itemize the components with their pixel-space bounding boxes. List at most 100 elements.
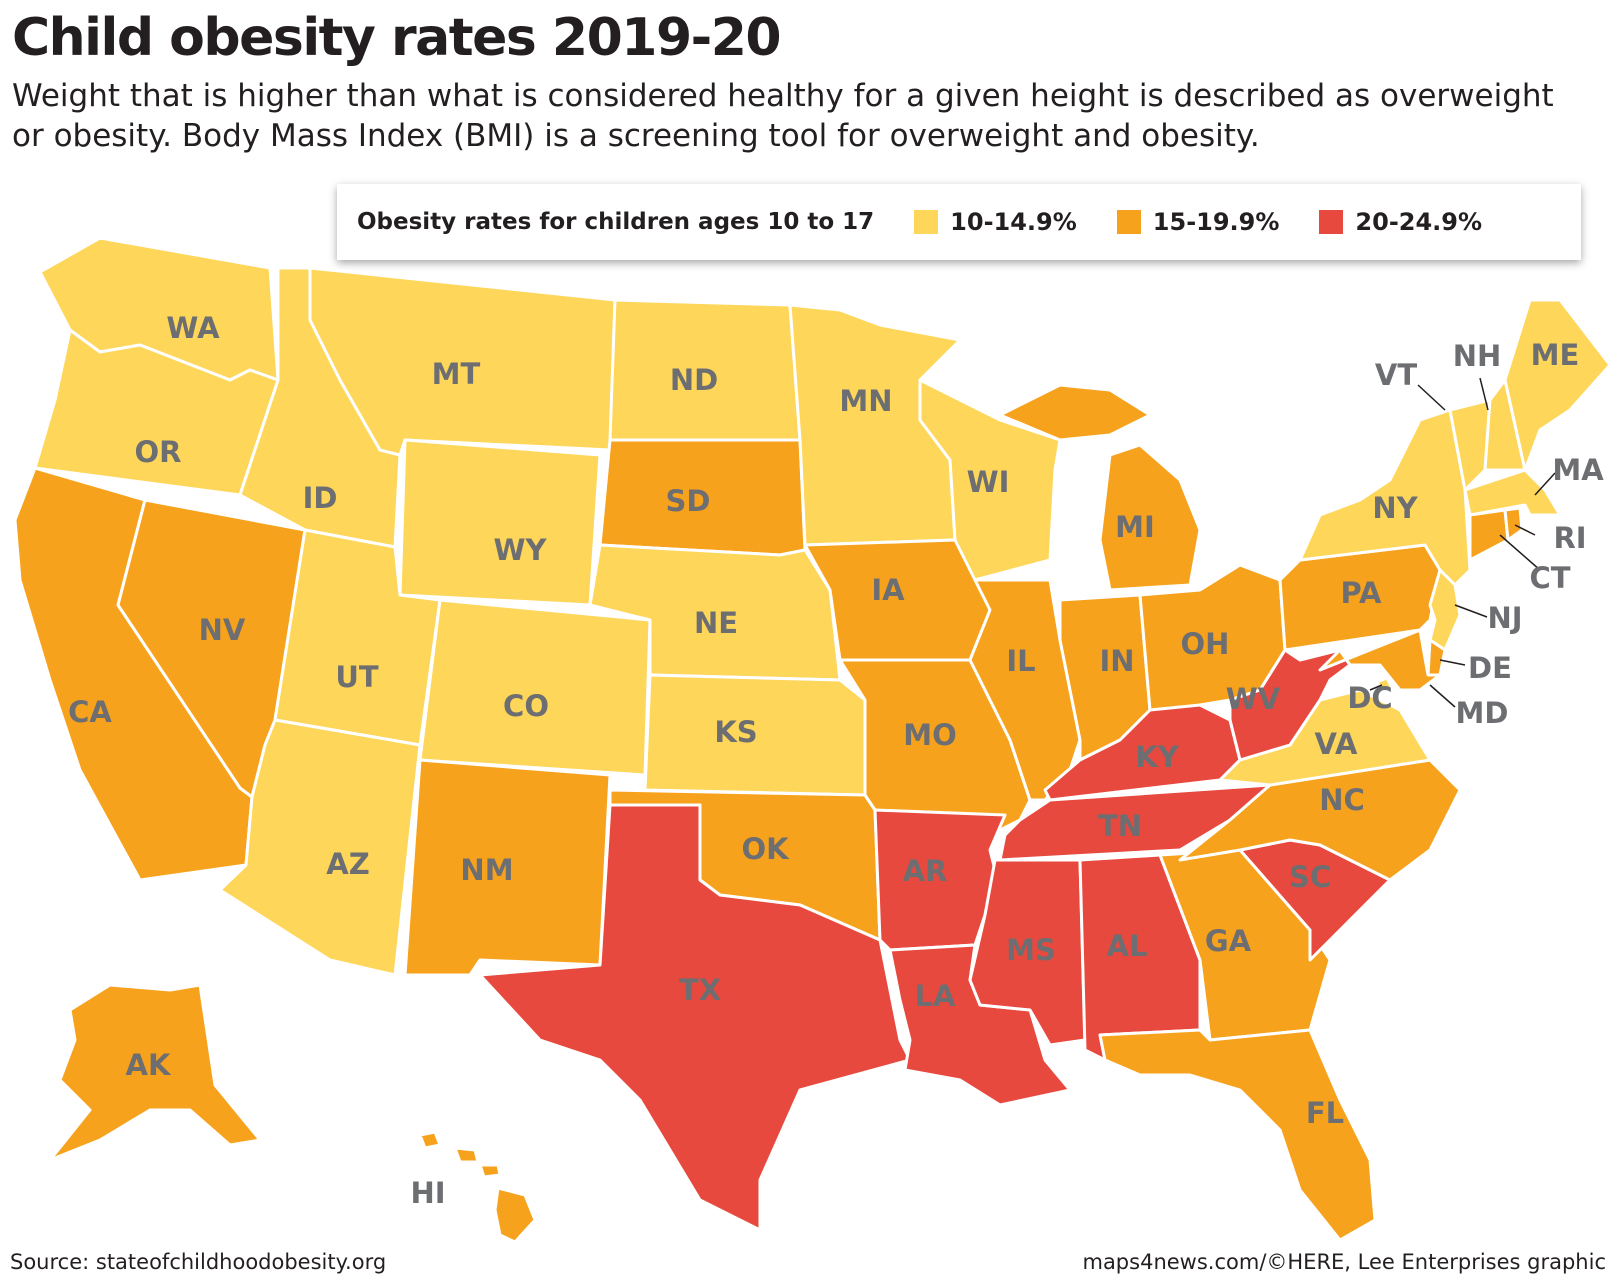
state-dc[interactable] — [1375, 676, 1394, 694]
label-ny: NY — [1372, 491, 1418, 525]
label-az: AZ — [326, 847, 369, 881]
leader-ct — [1499, 534, 1541, 571]
leader-ma — [1534, 472, 1556, 496]
label-ia: IA — [871, 573, 905, 607]
state-ky[interactable] — [1043, 703, 1242, 802]
map-subtitle: Weight that is higher than what is consi… — [12, 78, 1554, 154]
state-shapes — [13, 240, 1612, 1240]
label-sc: SC — [1289, 860, 1331, 894]
label-ma: MA — [1552, 453, 1604, 487]
label-me: ME — [1531, 338, 1580, 372]
label-il: IL — [1006, 644, 1035, 678]
label-nh: NH — [1453, 339, 1502, 373]
legend-item-high: 20-24.9% — [1319, 208, 1482, 236]
label-ca: CA — [68, 695, 112, 729]
state-me[interactable] — [1503, 298, 1612, 472]
label-tx: TX — [679, 973, 721, 1007]
state-wi[interactable] — [918, 378, 1062, 582]
legend: Obesity rates for children ages 10 to 17… — [337, 184, 1581, 260]
label-dc: DC — [1347, 681, 1392, 715]
state-co[interactable] — [418, 598, 652, 777]
label-md: MD — [1456, 696, 1509, 730]
state-hi[interactable] — [418, 1130, 537, 1240]
label-ok: OK — [741, 832, 790, 866]
state-mi[interactable] — [998, 383, 1202, 592]
label-ne: NE — [694, 606, 738, 640]
label-pa: PA — [1340, 576, 1382, 610]
label-la: LA — [915, 979, 956, 1013]
state-labels: WA OR CA NV ID MT WY UT AZ CO NM ND SD N… — [68, 311, 1604, 1210]
state-wv[interactable] — [1228, 648, 1352, 762]
state-wy[interactable] — [398, 438, 602, 607]
label-wi: WI — [967, 465, 1010, 499]
state-or[interactable] — [33, 328, 280, 497]
label-tn: TN — [1098, 809, 1142, 843]
label-oh: OH — [1181, 627, 1230, 661]
label-nc: NC — [1319, 783, 1365, 817]
label-hi: HI — [410, 1176, 445, 1210]
label-or: OR — [135, 435, 182, 469]
state-il[interactable] — [968, 578, 1082, 802]
label-va: VA — [1315, 727, 1358, 761]
label-wv: WV — [1226, 682, 1281, 716]
leader-de — [1439, 659, 1466, 666]
label-ri: RI — [1553, 521, 1586, 555]
state-nm[interactable] — [403, 758, 612, 977]
state-tx[interactable] — [478, 803, 912, 1232]
map-title: Child obesity rates 2019-20 — [12, 8, 782, 68]
legend-items: 10-14.9% 15-19.9% 20-24.9% — [914, 208, 1522, 236]
label-leader-lines — [1369, 377, 1556, 708]
leader-md — [1429, 684, 1456, 708]
label-de: DE — [1468, 651, 1512, 685]
label-ks: KS — [714, 715, 757, 749]
state-az[interactable] — [218, 718, 422, 977]
credit-note: maps4news.com/©HERE, Lee Enterprises gra… — [1082, 1250, 1606, 1274]
state-md[interactable] — [1318, 628, 1442, 692]
state-ct[interactable] — [1468, 508, 1510, 562]
label-wy: WY — [494, 533, 548, 567]
legend-label-mid: 15-19.9% — [1152, 208, 1280, 236]
leader-vt — [1417, 384, 1446, 411]
label-vt: VT — [1375, 358, 1417, 392]
label-al: AL — [1107, 929, 1148, 963]
leader-nj — [1454, 604, 1488, 618]
label-nm: NM — [460, 853, 513, 887]
label-mt: MT — [432, 357, 481, 391]
label-ms: MS — [1006, 933, 1056, 967]
label-ct: CT — [1529, 561, 1570, 595]
legend-swatch-mid — [1116, 210, 1141, 234]
label-mn: MN — [839, 384, 892, 418]
label-sd: SD — [666, 484, 711, 518]
legend-swatch-low — [914, 210, 939, 234]
label-nv: NV — [199, 613, 246, 647]
label-in: IN — [1099, 644, 1134, 678]
label-ak: AK — [126, 1048, 172, 1082]
label-mi: MI — [1115, 510, 1155, 544]
label-wa: WA — [166, 311, 220, 345]
label-nj: NJ — [1487, 601, 1522, 635]
legend-item-low: 10-14.9% — [914, 208, 1077, 236]
label-nd: ND — [670, 363, 718, 397]
legend-swatch-high — [1319, 210, 1344, 234]
legend-title: Obesity rates for children ages 10 to 17 — [357, 209, 875, 235]
label-fl: FL — [1306, 1096, 1344, 1130]
label-ky: KY — [1135, 740, 1179, 774]
legend-label-high: 20-24.9% — [1355, 208, 1483, 236]
label-co: CO — [503, 689, 549, 723]
label-mo: MO — [903, 718, 957, 752]
source-note: Source: stateofchildhoodobesity.org — [10, 1250, 387, 1274]
leader-ri — [1514, 524, 1536, 536]
state-ri[interactable] — [1503, 506, 1524, 542]
us-map: WA OR CA NV ID MT WY UT AZ CO NM ND SD N… — [13, 240, 1612, 1240]
leader-dc — [1369, 684, 1383, 691]
state-ak[interactable] — [48, 983, 262, 1162]
label-ga: GA — [1205, 924, 1252, 958]
state-fl[interactable] — [1098, 1028, 1377, 1240]
label-ut: UT — [335, 660, 379, 694]
label-id: ID — [303, 481, 338, 515]
state-tn[interactable] — [998, 783, 1272, 862]
legend-item-mid: 15-19.9% — [1116, 208, 1280, 236]
label-ar: AR — [903, 854, 948, 888]
legend-label-low: 10-14.9% — [950, 208, 1077, 236]
leader-nh — [1479, 377, 1489, 411]
